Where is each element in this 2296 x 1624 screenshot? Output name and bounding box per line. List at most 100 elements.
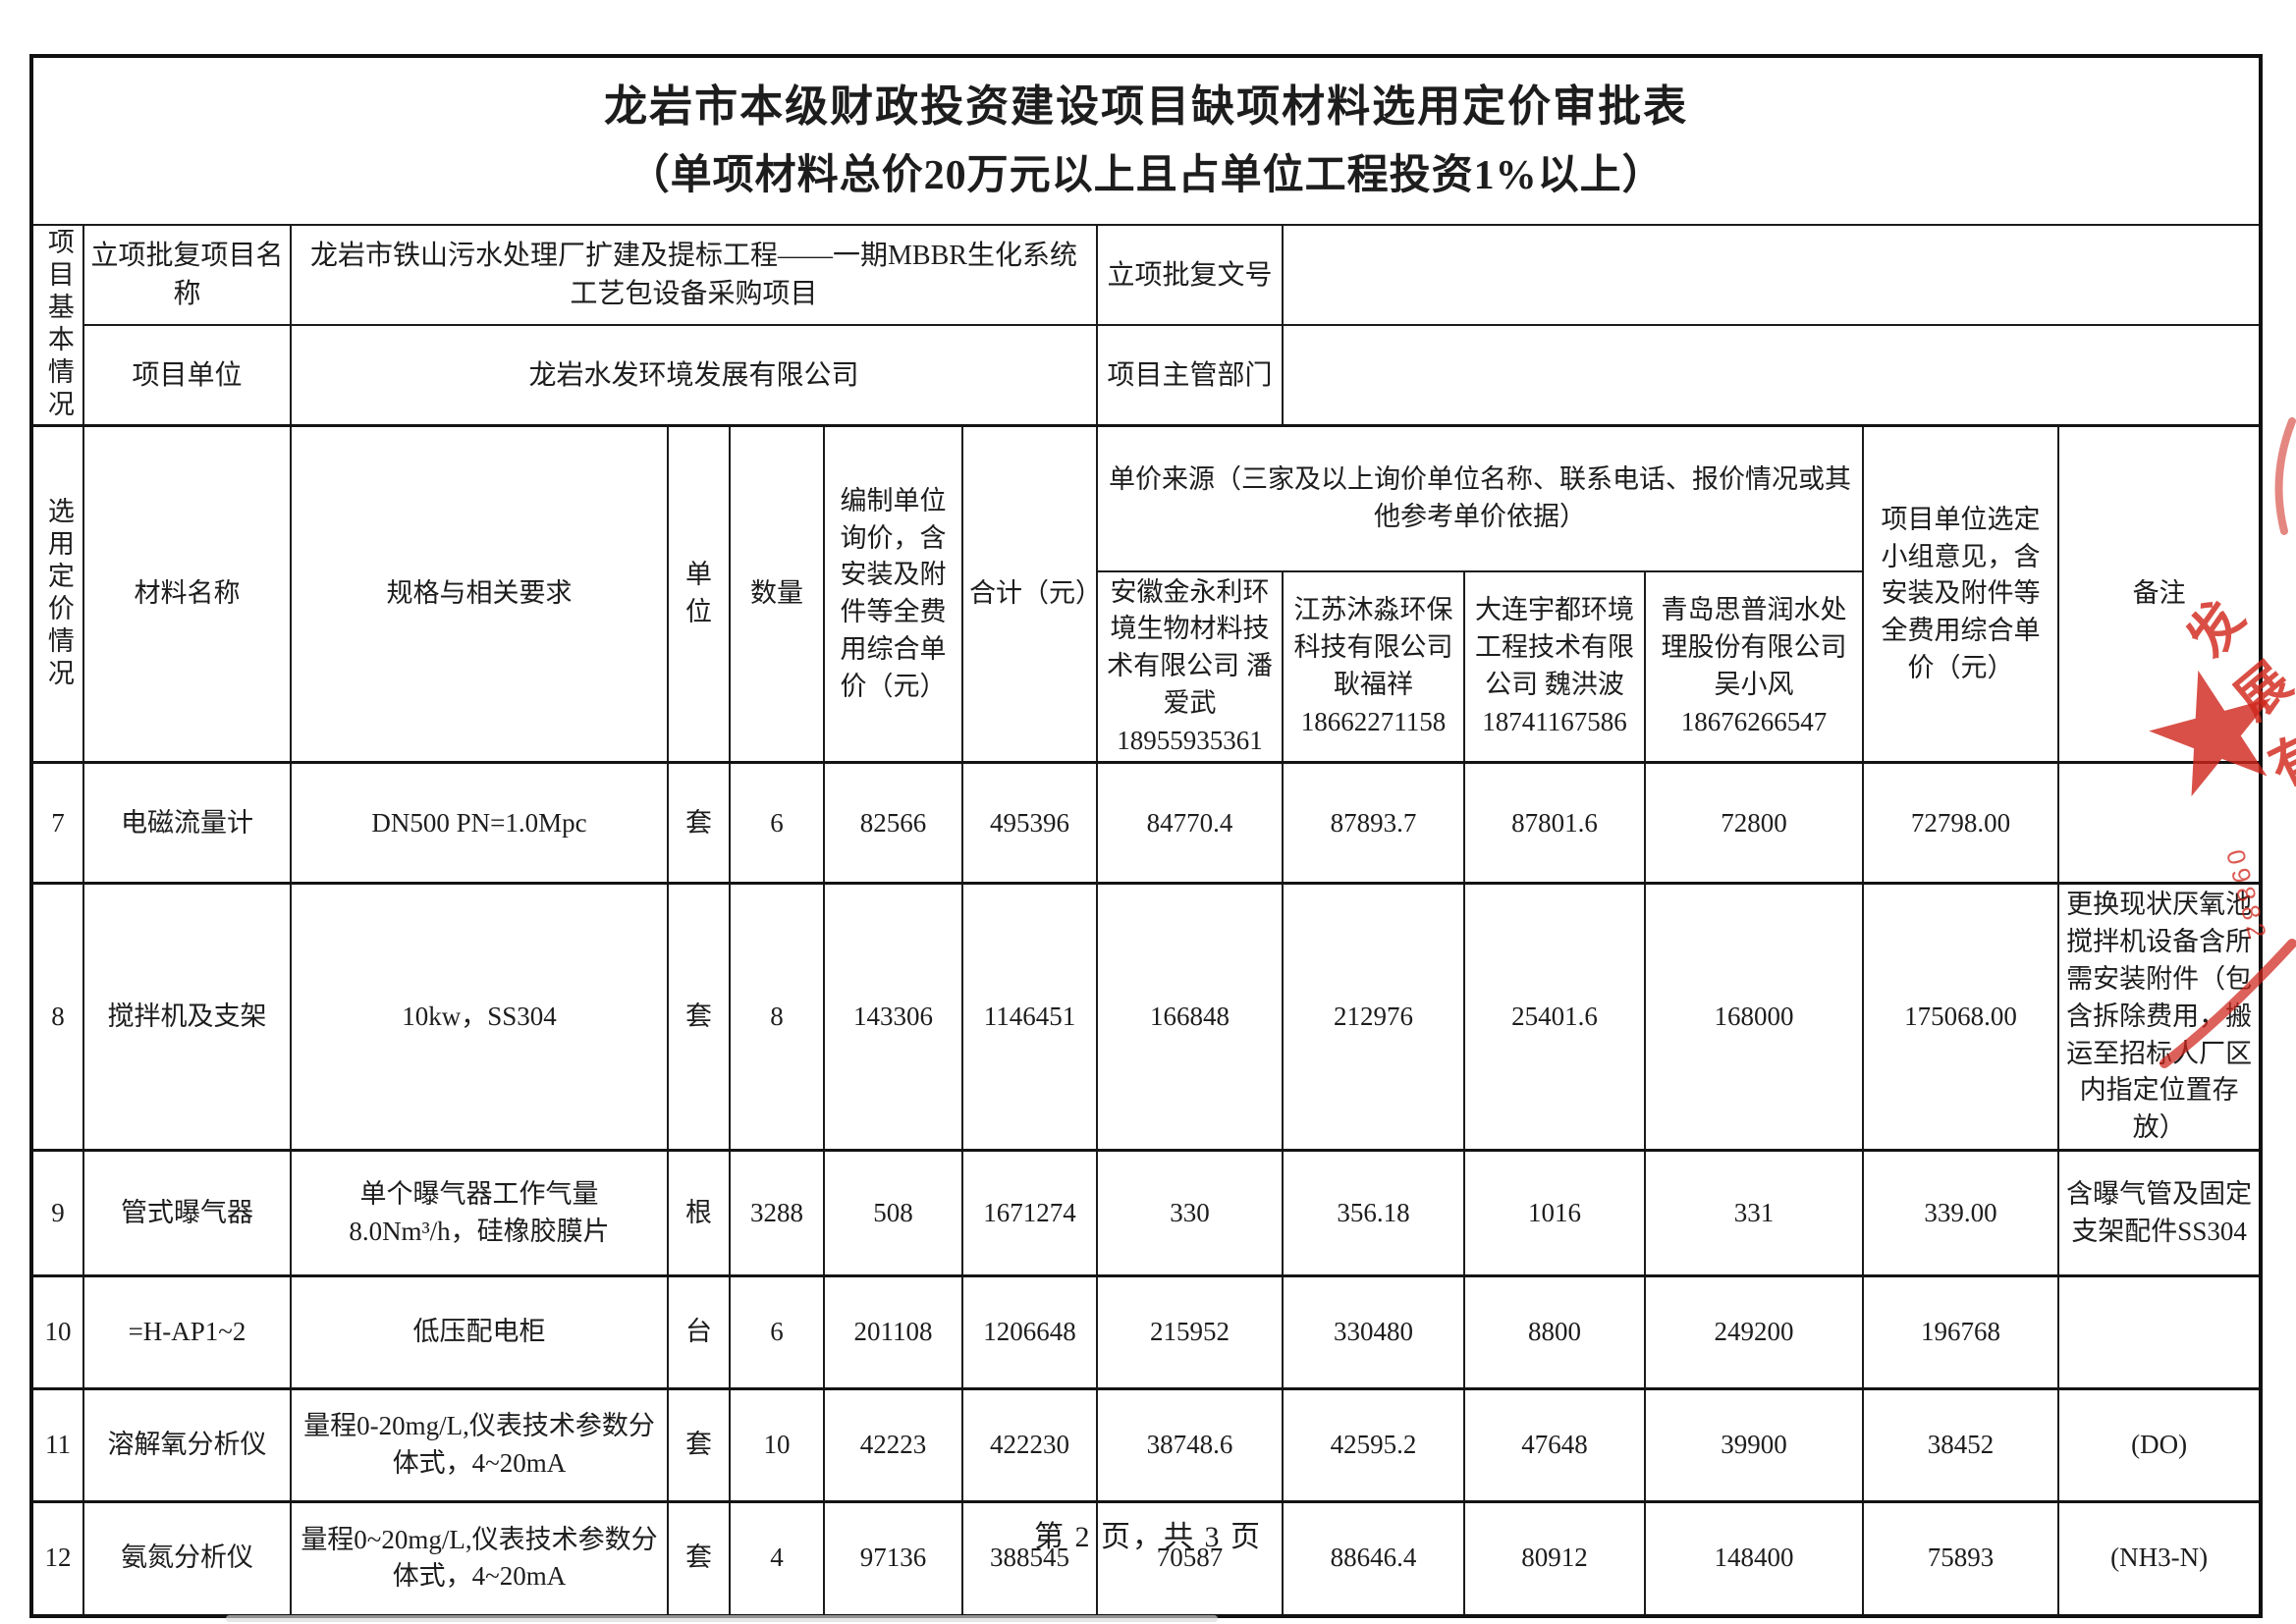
quote-cell-3: 47648	[1463, 1387, 1646, 1503]
material-cell: 搅拌机及支架	[82, 882, 292, 1152]
qty-cell: 6	[729, 761, 825, 885]
quote-cell-2: 330480	[1282, 1274, 1465, 1390]
unit-price-cell: 42223	[823, 1387, 963, 1503]
vendor-phone: 18662271158	[1300, 706, 1447, 736]
unit-cell: 套	[667, 1500, 731, 1617]
quote-cell-3: 8800	[1463, 1274, 1646, 1390]
quote-cell-1: 330	[1096, 1149, 1284, 1277]
seal-arc-stroke	[2159, 939, 2296, 1068]
row-number-cell: 12	[30, 1500, 84, 1617]
header-total: 合计（元）	[961, 423, 1098, 764]
quote-cell-4: 39900	[1644, 1387, 1864, 1503]
quote-cell-1: 38748.6	[1096, 1387, 1284, 1503]
value-approval-doc-number	[1281, 223, 2263, 327]
header-material-name: 材料名称	[82, 423, 292, 764]
total-cell: 1206648	[961, 1274, 1098, 1390]
spec-cell: DN500 PN=1.0Mpc	[290, 761, 669, 885]
header-quantity: 数量	[729, 423, 825, 764]
unit-cell: 套	[667, 761, 731, 885]
quote-cell-1: 70587	[1096, 1500, 1284, 1617]
label-approval-doc-number: 立项批复文号	[1096, 223, 1284, 327]
material-cell: 氨氮分析仪	[82, 1500, 292, 1617]
quote-cell-4: 331	[1644, 1149, 1864, 1277]
remark-cell: (NH3-N)	[2056, 1500, 2263, 1617]
quote-cell-1: 84770.4	[1096, 761, 1284, 885]
page-footer: 第 2 页，共 3 页	[1034, 1521, 1262, 1553]
quote-cell-1: 215952	[1096, 1274, 1284, 1390]
form-title-line2: （单项材料总价20万元以上且占单位工程投资1%以上）	[628, 152, 1665, 198]
qty-cell: 6	[729, 1274, 825, 1390]
quote-cell-3: 80912	[1463, 1500, 1646, 1617]
vendor-column-header-1: 安徽金永利环境生物材料技术有限公司 潘爱武 18955935361	[1096, 569, 1284, 764]
table-row: 11 溶解氧分析仪 量程0-20mg/L,仪表技术参数分体式，4~20mA 套 …	[30, 1387, 2263, 1503]
spec-cell: 量程0~20mg/L,仪表技术参数分体式，4~20mA	[290, 1500, 669, 1617]
header-remark: 备注	[2056, 423, 2263, 764]
quote-cell-3: 1016	[1463, 1149, 1646, 1277]
unit-price-cell: 201108	[823, 1274, 963, 1390]
selected-price-cell: 75893	[1862, 1500, 2059, 1617]
label-approved-project-name: 立项批复项目名称	[82, 223, 292, 327]
quote-cell-2: 212976	[1282, 882, 1465, 1152]
unit-cell: 台	[667, 1274, 731, 1390]
form-title-cell: 龙岩市本级财政投资建设项目缺项材料选用定价审批表 （单项材料总价20万元以上且占…	[29, 55, 2263, 226]
row-number-cell: 8	[30, 882, 84, 1152]
label-project-unit: 项目单位	[82, 324, 292, 427]
vendor-phone: 18741167586	[1482, 706, 1627, 736]
row-number-cell: 10	[30, 1274, 84, 1390]
approval-form-table: 龙岩市本级财政投资建设项目缺项材料选用定价审批表 （单项材料总价20万元以上且占…	[29, 54, 2264, 1618]
row-number-cell: 7	[30, 761, 84, 885]
value-project-unit: 龙岩水发环境发展有限公司	[290, 324, 1098, 427]
quote-cell-4: 148400	[1644, 1500, 1864, 1617]
vendor-column-header-2: 江苏沐淼环保科技有限公司 耿福祥 18662271158	[1282, 569, 1465, 764]
vendor-name: 安徽金永利环境生物材料技术有限公司 潘爱武	[1107, 576, 1273, 718]
total-cell: 422230	[961, 1387, 1098, 1503]
form-title-line1: 龙岩市本级财政投资建设项目缺项材料选用定价审批表	[604, 82, 1689, 132]
header-unit: 单位	[667, 423, 731, 764]
quote-cell-2: 88646.4	[1282, 1500, 1465, 1617]
material-cell: =H-AP1~2	[82, 1274, 292, 1390]
selected-price-cell: 196768	[1862, 1274, 2059, 1390]
selected-price-cell: 72798.00	[1862, 761, 2059, 885]
total-cell: 388545	[961, 1500, 1098, 1617]
label-project-department: 项目主管部门	[1096, 324, 1284, 427]
vendor-name: 青岛思普润水处理股份有限公司 吴小风	[1661, 595, 1847, 699]
vendor-column-header-3: 大连宇都环境工程技术有限公司 魏洪波 18741167586	[1463, 569, 1646, 764]
unit-cell: 根	[667, 1149, 731, 1277]
spec-cell: 10kw，SS304	[290, 882, 669, 1152]
unit-price-cell: 97136	[823, 1500, 963, 1617]
total-cell: 1671274	[961, 1149, 1098, 1277]
table-row: 10 =H-AP1~2 低压配电柜 台 6 201108 1206648 215…	[30, 1274, 2263, 1390]
unit-price-cell: 143306	[823, 882, 963, 1152]
material-cell: 溶解氧分析仪	[82, 1387, 292, 1503]
section-label-pricing: 选用定价情况	[30, 423, 84, 764]
vendor-name: 大连宇都环境工程技术有限公司 魏洪波	[1475, 595, 1634, 699]
scan-smudge	[226, 1615, 1218, 1622]
material-cell: 电磁流量计	[82, 761, 292, 885]
quote-cell-3: 87801.6	[1463, 761, 1646, 885]
unit-price-cell: 82566	[823, 761, 963, 885]
row-number-cell: 11	[30, 1387, 84, 1503]
remark-cell: 更换现状厌氧池搅拌机设备含所需安装附件（包含拆除费用，搬运至招标人厂区内指定位置…	[2056, 882, 2263, 1152]
vendor-column-header-4: 青岛思普润水处理股份有限公司 吴小风 18676266547	[1644, 569, 1864, 764]
qty-cell: 8	[729, 882, 825, 1152]
selected-price-cell: 339.00	[1862, 1149, 2059, 1277]
value-project-department	[1281, 324, 2263, 427]
table-row: 9 管式曝气器 单个曝气器工作气量8.0Nm³/h，硅橡胶膜片 根 3288 5…	[30, 1149, 2263, 1277]
row-number-cell: 9	[30, 1149, 84, 1277]
remark-cell	[2056, 761, 2263, 885]
vendor-phone: 18676266547	[1680, 706, 1828, 736]
quote-cell-2: 42595.2	[1282, 1387, 1465, 1503]
header-selected-price: 项目单位选定小组意见，含安装及附件等全费用综合单价（元）	[1862, 423, 2059, 764]
header-compiler-unit-price: 编制单位询价，含安装及附件等全费用综合单价（元）	[823, 423, 963, 764]
quote-cell-1: 166848	[1096, 882, 1284, 1152]
quote-cell-4: 168000	[1644, 882, 1864, 1152]
total-cell: 495396	[961, 761, 1098, 885]
seal-arc-stroke	[2274, 417, 2296, 535]
spec-cell: 量程0-20mg/L,仪表技术参数分体式，4~20mA	[290, 1387, 669, 1503]
vendor-phone: 18955935361	[1117, 725, 1263, 755]
table-row: 12 氨氮分析仪 量程0~20mg/L,仪表技术参数分体式，4~20mA 套 4…	[30, 1500, 2263, 1617]
selected-price-cell: 38452	[1862, 1387, 2059, 1503]
header-spec: 规格与相关要求	[290, 423, 669, 764]
unit-cell: 套	[667, 1387, 731, 1503]
